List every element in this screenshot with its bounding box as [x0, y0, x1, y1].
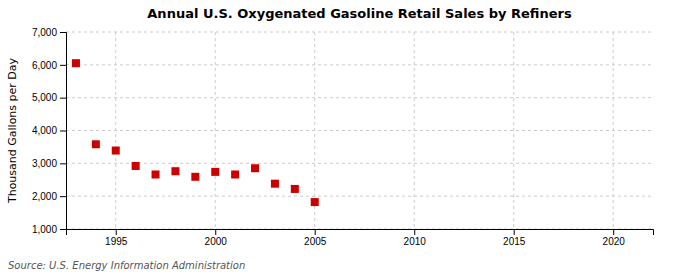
point	[191, 173, 199, 181]
tick: 6,000	[32, 60, 66, 71]
tick: 2,000	[32, 191, 66, 202]
tick-label: 1,000	[32, 224, 57, 235]
tick-label: 2005	[304, 236, 327, 247]
chart: 1995 2000 2005 2010 2015 2020 1,000 2,000 3,000 4…	[0, 0, 675, 275]
tick-label: 1995	[105, 236, 128, 247]
point	[171, 167, 179, 175]
tick-mark	[215, 229, 216, 235]
tick: 2010	[404, 229, 427, 247]
point	[112, 147, 120, 155]
tick-mark	[514, 229, 515, 235]
point	[311, 198, 319, 206]
grid-line-y	[66, 97, 653, 98]
tick-mark	[60, 98, 66, 99]
grid-line-y	[66, 130, 653, 131]
point	[271, 180, 279, 188]
tick-label: 3,000	[32, 158, 57, 169]
tick-mark	[60, 163, 66, 164]
tick: 2015	[503, 229, 526, 247]
plot-area: 1995 2000 2005 2010 2015 2020 1,000 2,000 3,000 4…	[32, 27, 654, 247]
y-axis: 1,000 2,000 3,000 4,000 5,000 6,000 7,000	[32, 27, 67, 235]
point	[251, 164, 259, 172]
y-axis-label: Thousand Gallons per Day	[6, 57, 19, 204]
tick-mark	[60, 196, 66, 197]
tick-mark	[613, 229, 614, 235]
tick-label: 7,000	[32, 27, 57, 38]
grid-line-y	[66, 163, 653, 164]
tick-label: 2000	[205, 236, 228, 247]
tick-label: 5,000	[32, 92, 57, 103]
annotation: Source: U.S. Energy Information Administ…	[8, 260, 245, 271]
tick-mark	[315, 229, 316, 235]
grid-line-x	[613, 32, 614, 229]
tick-label: 2010	[404, 236, 427, 247]
grid-line-y	[66, 64, 653, 65]
tick-label: 2,000	[32, 191, 57, 202]
tick: 1995	[105, 229, 128, 247]
tick-mark	[60, 131, 66, 132]
tick-label: 6,000	[32, 60, 57, 71]
point	[72, 59, 80, 67]
tick-label: 4,000	[32, 125, 57, 136]
tick-label: 2020	[603, 236, 626, 247]
tick: 3,000	[32, 158, 66, 169]
grid-line-x	[513, 32, 514, 229]
tick-mark	[60, 65, 66, 66]
grid	[66, 32, 653, 229]
axis-line	[67, 230, 654, 236]
point	[211, 168, 219, 176]
tick: 4,000	[32, 125, 66, 136]
tick: 7,000	[32, 27, 66, 38]
x-axis: 1995 2000 2005 2010 2015 2020	[67, 229, 654, 247]
tick-mark	[60, 229, 66, 230]
grid-line-x	[414, 32, 415, 229]
point	[132, 162, 140, 170]
grid-line-x	[115, 32, 116, 229]
tick-mark	[60, 32, 66, 33]
tick: 2020	[603, 229, 626, 247]
point	[291, 185, 299, 193]
grid-line-y	[66, 32, 653, 33]
title: Annual U.S. Oxygenated Gasoline Retail S…	[147, 6, 572, 21]
point	[231, 170, 239, 178]
tick: 2000	[205, 229, 228, 247]
tick: 5,000	[32, 92, 66, 103]
points	[72, 59, 319, 206]
tick-mark	[116, 229, 117, 235]
point	[152, 170, 160, 178]
tick: 2005	[304, 229, 327, 247]
point	[92, 140, 100, 148]
grid-line-x	[215, 32, 216, 229]
tick-label: 2015	[503, 236, 526, 247]
tick: 1,000	[32, 224, 66, 235]
axis-line	[60, 33, 67, 230]
grid-line-y	[66, 196, 653, 197]
tick-mark	[414, 229, 415, 235]
